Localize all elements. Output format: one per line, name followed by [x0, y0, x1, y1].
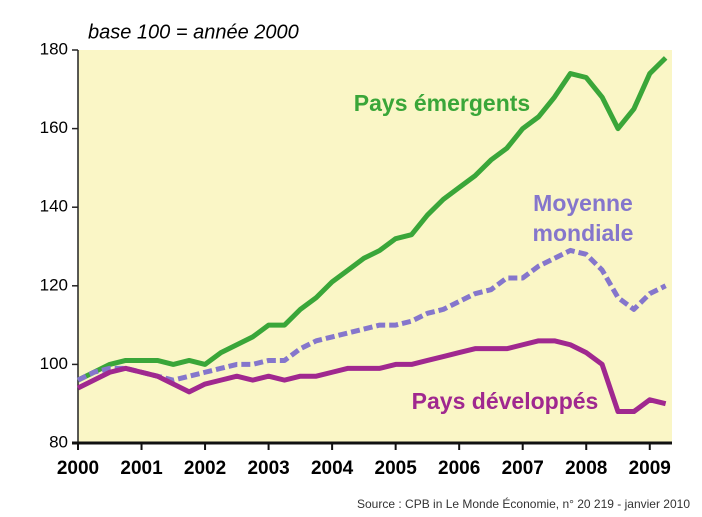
x-tick-label: 2009	[629, 458, 671, 479]
source: Source : CPB in Le Monde Économie, n° 20…	[357, 496, 690, 511]
y-tick-label: 160	[40, 118, 68, 137]
x-tick-label: 2007	[502, 458, 544, 479]
y-tick-label: 100	[40, 354, 68, 373]
subtitle: base 100 = année 2000	[88, 21, 299, 43]
series-line	[76, 338, 667, 415]
x-tick-label: 2005	[375, 458, 418, 479]
plot-area	[78, 50, 672, 443]
x-tick-label: 2001	[120, 458, 163, 479]
series-label: Pays développés	[411, 388, 599, 414]
y-tick-label: 180	[40, 39, 68, 58]
x-tick-label: 2008	[565, 458, 607, 479]
series-line	[76, 56, 668, 383]
x-tick-label: 2004	[311, 458, 354, 479]
y-tick-label: 120	[40, 275, 68, 294]
x-tick-label: 2000	[57, 458, 99, 479]
y-tick-label: 80	[49, 432, 68, 451]
series-label: Pays émergents	[353, 90, 531, 116]
x-tick-label: 2003	[247, 458, 289, 479]
series-line	[76, 247, 667, 383]
series-label: Moyenne mondiale	[532, 190, 634, 246]
x-tick-label: 2002	[184, 458, 226, 479]
y-tick-label: 140	[40, 197, 68, 216]
x-tick-label: 2006	[438, 458, 480, 479]
